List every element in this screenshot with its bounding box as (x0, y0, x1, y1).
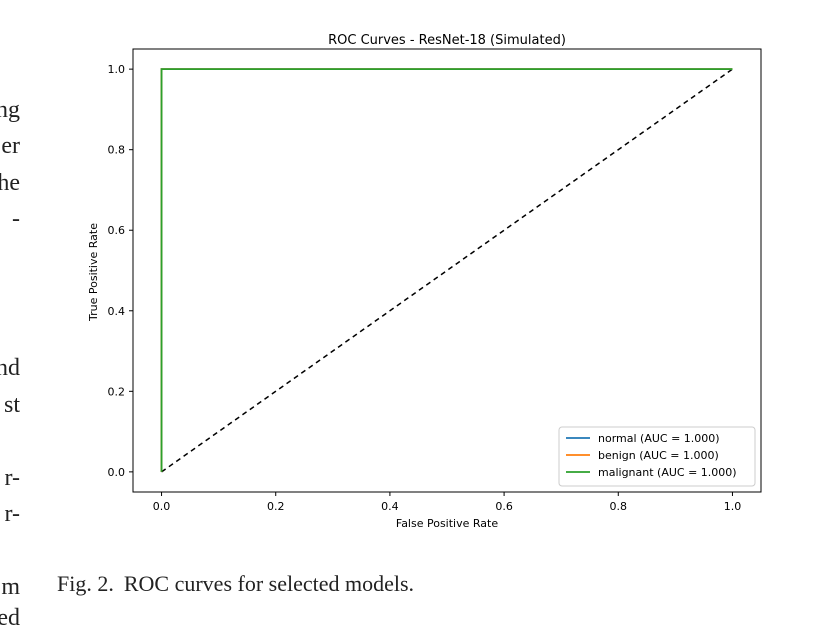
legend-label: malignant (AUC = 1.000) (598, 466, 737, 479)
x-axis-ticks: 0.0 0.2 0.4 0.6 0.8 1.0 (153, 492, 741, 513)
x-axis-label: False Positive Rate (396, 517, 498, 530)
roc-line-1 (160, 68, 733, 472)
roc-line-2 (160, 68, 733, 472)
plot-frame (132, 48, 762, 493)
x-tick-label: 1.0 (724, 500, 742, 513)
margin-text-4: - (12, 206, 20, 232)
margin-text-7: r- (4, 465, 20, 491)
margin-text-6: st (3, 392, 20, 418)
chart-title: ROC Curves - ResNet-18 (Simulated) (328, 33, 566, 48)
roc-chart: ROC Curves - ResNet-18 (Simulated) 0.0 0.… (87, 33, 762, 530)
y-tick-label: 0.6 (108, 224, 126, 237)
margin-text-9: m (1, 574, 20, 600)
y-tick-label: 1.0 (108, 63, 126, 76)
margin-text-10: ed (0, 605, 20, 631)
chance-diagonal-line (161, 68, 733, 473)
margin-text-3: he (0, 170, 20, 196)
legend-label: normal (AUC = 1.000) (598, 432, 720, 445)
margin-text-8: r- (4, 501, 20, 527)
legend-items: normal (AUC = 1.000) benign (AUC = 1.000)… (566, 432, 737, 479)
y-axis-ticks: 0.0 0.2 0.4 0.6 0.8 1.0 (108, 63, 133, 479)
x-tick-label: 0.2 (267, 500, 285, 513)
margin-text-5: nd (0, 355, 20, 381)
y-tick-label: 0.2 (108, 385, 126, 398)
y-tick-label: 0.0 (108, 466, 126, 479)
legend-box (558, 426, 756, 487)
y-tick-label: 0.4 (108, 305, 126, 318)
series-lines (160, 68, 733, 473)
x-tick-label: 0.6 (495, 500, 513, 513)
x-tick-label: 0.8 (610, 500, 628, 513)
figure-caption-text: ROC curves for selected models. (123, 571, 415, 596)
y-axis-label: True Positive Rate (87, 223, 100, 322)
legend-label: benign (AUC = 1.000) (598, 449, 719, 462)
margin-text-2: er (1, 133, 20, 159)
figure-caption: Fig. 2. ROC curves for selected models. (57, 571, 414, 597)
legend: normal (AUC = 1.000) benign (AUC = 1.000)… (558, 426, 756, 487)
margin-text-1: ng (0, 97, 20, 123)
x-tick-label: 0.0 (153, 500, 171, 513)
y-tick-label: 0.8 (108, 144, 126, 157)
x-tick-label: 0.4 (381, 500, 399, 513)
figure-caption-label: Fig. 2. (57, 571, 114, 596)
roc-line-3 (160, 68, 733, 472)
